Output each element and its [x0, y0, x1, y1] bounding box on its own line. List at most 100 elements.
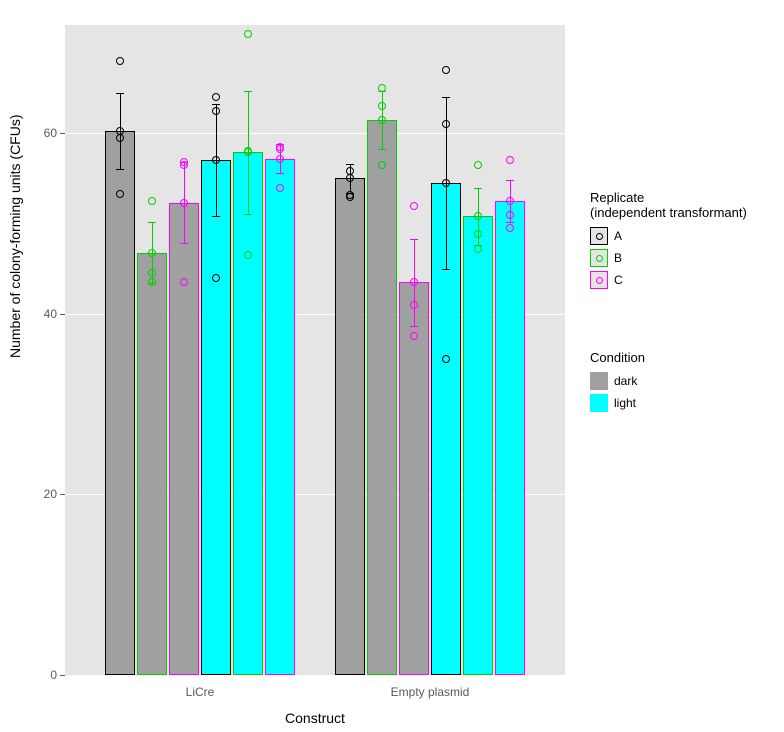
- legend-item: dark: [590, 371, 645, 391]
- y-tick: [60, 675, 65, 676]
- mean-marker: [506, 197, 514, 205]
- legend-condition-title: Condition: [590, 350, 645, 365]
- legend-title-text: Replicate: [590, 190, 644, 205]
- data-point: [442, 355, 450, 363]
- legend-label: light: [614, 396, 636, 410]
- bar: [367, 120, 397, 675]
- data-point: [212, 107, 220, 115]
- legend-label: B: [614, 251, 622, 265]
- mean-marker: [148, 249, 156, 257]
- mean-marker: [212, 156, 220, 164]
- gridline: [65, 133, 565, 134]
- error-cap: [244, 91, 252, 92]
- bar: [137, 253, 167, 676]
- data-point: [276, 184, 284, 192]
- data-point: [276, 145, 284, 153]
- error-cap: [410, 239, 418, 240]
- data-point: [506, 224, 514, 232]
- gridline: [65, 675, 565, 676]
- data-point: [212, 274, 220, 282]
- legend-item: light: [590, 393, 645, 413]
- error-cap: [442, 97, 450, 98]
- y-tick: [60, 133, 65, 134]
- data-point: [506, 156, 514, 164]
- legend-title-subtext: (independent transformant): [590, 205, 747, 220]
- legend-swatch: [590, 271, 608, 289]
- data-point: [410, 301, 418, 309]
- y-tick-label: 60: [44, 126, 57, 140]
- error-cap: [116, 169, 124, 170]
- mean-marker: [474, 212, 482, 220]
- data-point: [410, 332, 418, 340]
- data-point: [346, 167, 354, 175]
- error-cap: [212, 216, 220, 217]
- y-tick-label: 20: [44, 487, 57, 501]
- data-point: [148, 278, 156, 286]
- x-tick-label: Empty plasmid: [391, 685, 470, 699]
- mean-marker: [410, 278, 418, 286]
- error-cap: [346, 164, 354, 165]
- legend-item: A: [590, 226, 747, 246]
- legend-replicate: Replicate (independent transformant) A B…: [590, 190, 747, 292]
- data-point: [180, 278, 188, 286]
- mean-marker: [276, 155, 284, 163]
- bar: [335, 178, 365, 675]
- legend-swatch: [590, 394, 608, 412]
- x-tick-label: LiCre: [186, 685, 215, 699]
- mean-marker: [378, 116, 386, 124]
- legend-swatch: [590, 249, 608, 267]
- mean-marker: [346, 174, 354, 182]
- y-tick: [60, 494, 65, 495]
- data-point: [148, 197, 156, 205]
- data-point: [474, 230, 482, 238]
- data-point: [148, 269, 156, 277]
- mean-marker: [442, 179, 450, 187]
- error-cap: [116, 93, 124, 94]
- data-point: [474, 161, 482, 169]
- data-point: [378, 102, 386, 110]
- data-point: [180, 158, 188, 166]
- legend-swatch: [590, 372, 608, 390]
- legend-label: A: [614, 229, 622, 243]
- legend-item: B: [590, 248, 747, 268]
- bar: [201, 160, 231, 675]
- data-point: [442, 120, 450, 128]
- bar: [399, 282, 429, 675]
- error-cap: [442, 269, 450, 270]
- data-point: [244, 251, 252, 259]
- data-point: [116, 190, 124, 198]
- bar: [105, 131, 135, 675]
- error-cap: [474, 188, 482, 189]
- error-cap: [212, 104, 220, 105]
- legend-item: C: [590, 270, 747, 290]
- bar: [495, 201, 525, 675]
- legend-label: dark: [614, 374, 637, 388]
- y-tick-label: 0: [50, 668, 57, 682]
- legend-condition: Condition dark light: [590, 350, 645, 415]
- y-tick: [60, 314, 65, 315]
- chart-container: Number of colony-forming units (CFUs) Co…: [0, 0, 784, 732]
- data-point: [378, 161, 386, 169]
- data-point: [116, 57, 124, 65]
- data-point: [442, 66, 450, 74]
- legend-label: C: [614, 273, 623, 287]
- data-point: [410, 202, 418, 210]
- data-point: [506, 211, 514, 219]
- data-point: [474, 245, 482, 253]
- data-point: [116, 134, 124, 142]
- x-axis-label: Construct: [65, 710, 565, 726]
- bar: [233, 152, 263, 675]
- error-cap: [410, 326, 418, 327]
- plot-area: [65, 25, 565, 675]
- error-cap: [244, 214, 252, 215]
- error-cap: [180, 243, 188, 244]
- data-point: [244, 30, 252, 38]
- error-cap: [506, 222, 514, 223]
- error-cap: [506, 180, 514, 181]
- bar: [463, 216, 493, 675]
- data-point: [212, 93, 220, 101]
- bar: [169, 203, 199, 675]
- y-axis-label: Number of colony-forming units (CFUs): [7, 114, 23, 358]
- mean-marker: [180, 199, 188, 207]
- error-cap: [148, 222, 156, 223]
